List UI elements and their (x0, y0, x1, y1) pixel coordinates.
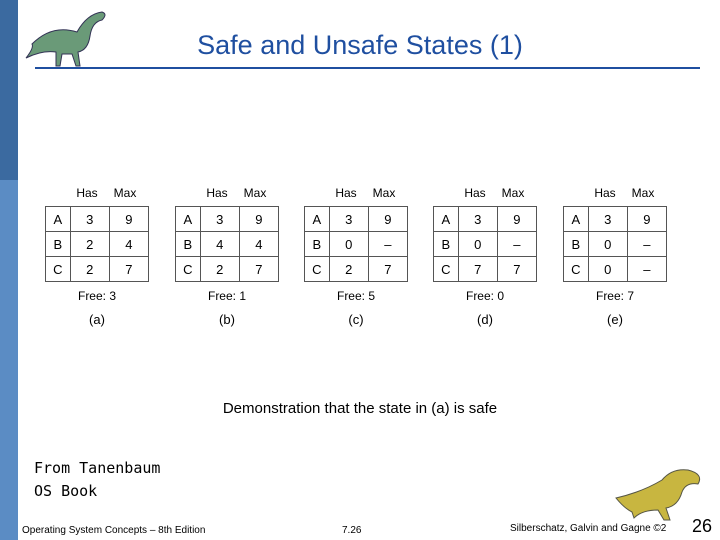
cell: 0 (328, 231, 369, 257)
process-name: B (563, 231, 589, 257)
cell: 7 (367, 256, 409, 282)
allocation-table: A 3 9 B 0– C 0– (563, 206, 668, 282)
cell: 2 (199, 256, 240, 282)
cell: 3 (587, 206, 628, 232)
free-count: Free: 7 (595, 289, 634, 303)
cell: 9 (626, 206, 668, 232)
cell: 0 (457, 231, 498, 257)
process-name: A (563, 206, 589, 232)
allocation-table: A 3 9 B 0– C 7 7 (433, 206, 538, 282)
cell: 7 (108, 256, 150, 282)
footer-left: Operating System Concepts – 8th Edition (22, 525, 206, 536)
process-name: C (433, 256, 459, 282)
cell: – (626, 256, 668, 282)
free-count: Free: 0 (465, 289, 504, 303)
process-name: A (433, 206, 459, 232)
process-name: C (563, 256, 589, 282)
footer-center: 7.26 (342, 525, 362, 536)
cell: 2 (328, 256, 369, 282)
column-header: Has (206, 186, 228, 200)
column-header: Max (501, 186, 525, 200)
column-header: Has (76, 186, 98, 200)
column-header: Has (335, 186, 357, 200)
table-row: B 0– (563, 231, 668, 257)
cell: 3 (457, 206, 498, 232)
cell: 4 (238, 231, 280, 257)
process-name: B (433, 231, 459, 257)
cell: 7 (496, 256, 538, 282)
side-bar-top (0, 0, 18, 180)
cell: 9 (238, 206, 280, 232)
process-name: C (304, 256, 330, 282)
side-bar-bottom (0, 180, 18, 540)
cell: – (367, 231, 409, 257)
cell: 4 (199, 231, 240, 257)
cell: 0 (587, 231, 628, 257)
process-name: B (304, 231, 330, 257)
table-row: B 0– (433, 231, 538, 257)
dinosaur-top (25, 11, 106, 67)
free-count: Free: 1 (207, 289, 246, 303)
source-1: From Tanenbaum (34, 459, 161, 477)
state-label: (b) (219, 312, 235, 327)
footer-right: Silberschatz, Galvin and Gagne ©2 (510, 523, 667, 534)
free-count: Free: 5 (336, 289, 375, 303)
process-name: A (175, 206, 201, 232)
process-name: C (45, 256, 71, 282)
state-label: (e) (607, 312, 623, 327)
column-header: Max (372, 186, 396, 200)
cell: – (626, 231, 668, 257)
table-row: C 0– (563, 256, 668, 282)
cell: 7 (238, 256, 280, 282)
title-rule (35, 67, 700, 69)
column-header: Max (243, 186, 267, 200)
cell: – (496, 231, 538, 257)
cell: 4 (108, 231, 150, 257)
process-name: B (45, 231, 71, 257)
page-number: 26 (692, 516, 713, 536)
cell: 9 (496, 206, 538, 232)
column-header: Max (113, 186, 137, 200)
state-label: (a) (89, 312, 105, 327)
cell: 9 (108, 206, 150, 232)
process-name: C (175, 256, 201, 282)
allocation-table: A 3 9 B 0– C 2 7 (304, 206, 409, 282)
cell: 2 (69, 231, 110, 257)
source-2: OS Book (34, 482, 98, 500)
dinosaur-bottom (615, 469, 701, 521)
cell: 2 (69, 256, 110, 282)
cell: 3 (69, 206, 110, 232)
process-name: B (175, 231, 201, 257)
cell: 9 (367, 206, 409, 232)
state-label: (c) (348, 312, 364, 327)
table-row: B 0– (304, 231, 409, 257)
title: Safe and Unsafe States (1) (197, 30, 523, 60)
process-name: A (304, 206, 330, 232)
process-name: A (45, 206, 71, 232)
column-header: Has (594, 186, 616, 200)
column-header: Has (464, 186, 486, 200)
cell: 3 (199, 206, 240, 232)
cell: 7 (457, 256, 498, 282)
cell: 3 (328, 206, 369, 232)
state-label: (d) (477, 312, 493, 327)
free-count: Free: 3 (77, 289, 116, 303)
caption: Demonstration that the state in (a) is s… (222, 400, 498, 417)
column-header: Max (631, 186, 655, 200)
cell: 0 (587, 256, 628, 282)
